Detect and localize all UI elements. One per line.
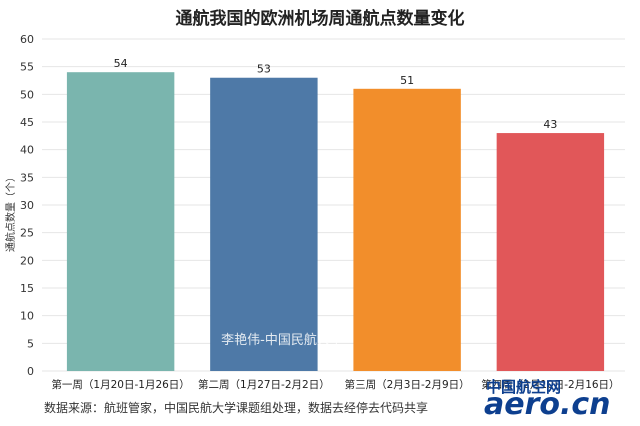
y-tick-label: 55 <box>20 61 34 74</box>
y-tick-label: 5 <box>27 337 34 350</box>
y-tick-label: 10 <box>20 310 34 323</box>
bars <box>66 72 605 372</box>
source-note: 数据来源：航班管家，中国民航大学课题组处理，数据去经停去代码共享 <box>44 400 428 415</box>
data-label: 51 <box>400 74 414 87</box>
logo-cn-text: 中国航空网 <box>486 378 561 396</box>
logo-en-text: aero.cn <box>484 387 611 422</box>
y-tick-label: 20 <box>20 254 34 267</box>
y-tick-label: 0 <box>27 365 34 378</box>
category-label: 第四周（2月10日-2月16日） <box>481 378 619 391</box>
category-label: 第一周（1月20日-1月26日） <box>51 378 189 391</box>
y-tick-label: 45 <box>20 116 34 129</box>
y-axis-ticks: 0 5 10 15 20 25 30 35 40 45 50 55 60 <box>20 33 34 378</box>
category-labels: 第一周（1月20日-1月26日） 第二周（1月27日-2月2日） 第三周（2月3日-… <box>51 378 619 391</box>
y-tick-label: 30 <box>20 199 34 212</box>
bar <box>353 88 461 372</box>
data-label: 53 <box>257 63 271 76</box>
bar <box>496 133 605 371</box>
y-tick-label: 60 <box>20 33 34 46</box>
y-tick-label: 40 <box>20 144 34 157</box>
aero-logo: 中国航空网 aero.cn <box>484 378 611 422</box>
y-tick-label: 35 <box>20 171 34 184</box>
chart-title: 通航我国的欧洲机场周通航点数量变化 <box>176 8 465 29</box>
bar <box>66 72 175 371</box>
data-label: 43 <box>543 118 557 131</box>
y-axis-label: 通航点数量（个） <box>4 172 17 252</box>
category-label: 第三周（2月3日-2月9日） <box>345 378 470 391</box>
bar <box>210 77 318 371</box>
y-tick-label: 15 <box>20 282 34 295</box>
y-tick-label: 50 <box>20 88 34 101</box>
category-label: 第二周（1月27日-2月2日） <box>198 378 330 391</box>
data-label: 54 <box>114 57 128 70</box>
data-labels: 54 53 51 43 <box>114 57 558 131</box>
watermark-text: 李艳伟-中国民航大学 <box>221 332 343 348</box>
y-tick-label: 25 <box>20 227 34 240</box>
